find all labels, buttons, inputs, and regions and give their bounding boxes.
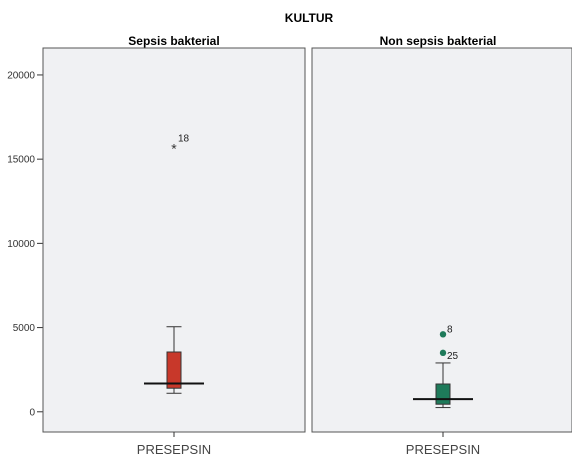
outlier-case-label: 18 — [178, 133, 190, 144]
outlier-point — [439, 349, 447, 357]
chart-title: KULTUR — [285, 11, 334, 25]
x-axis-label: PRESEPSIN — [137, 442, 211, 457]
y-tick-label: 5000 — [13, 323, 36, 334]
panel-title: Sepsis bakterial — [128, 34, 219, 48]
extreme-outlier-marker: * — [171, 140, 177, 156]
x-axis-label: PRESEPSIN — [406, 442, 480, 457]
panel-title: Non sepsis bakterial — [380, 34, 497, 48]
iqr-box — [435, 383, 451, 405]
panel-1: Sepsis bakterial *18 PRESEPSIN — [42, 34, 306, 457]
panel-background — [311, 47, 572, 433]
y-tick-label: 0 — [29, 407, 35, 418]
iqr-box — [166, 351, 182, 389]
y-tick-label: 10000 — [7, 239, 35, 250]
y-tick-label: 15000 — [7, 155, 35, 166]
y-tick-label: 20000 — [7, 70, 35, 81]
y-axis: 0 5000 10000 15000 20000 — [7, 70, 43, 418]
outlier-case-label: 8 — [447, 324, 453, 335]
outlier-case-label: 25 — [447, 351, 459, 362]
outlier-point — [439, 331, 447, 338]
panel-2: Non sepsis bakterial 8 25 PRESEPSIN — [311, 34, 572, 457]
